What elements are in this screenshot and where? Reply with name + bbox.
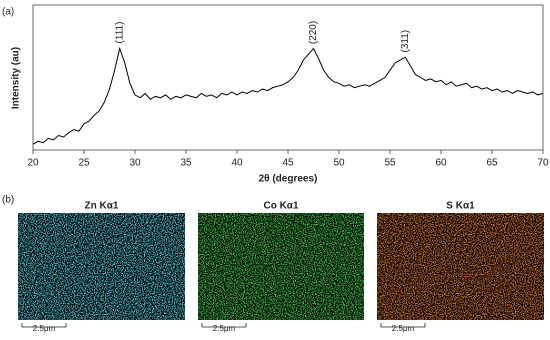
element-map-signal [198,213,364,320]
x-tick-label: 20 [27,158,39,169]
x-tick-label: 65 [486,158,498,169]
x-tick-label: 70 [537,158,549,169]
map-title: Co Kα1 [263,201,298,212]
xrd-line [32,46,544,145]
x-axis-label: 2θ (degrees) [259,174,318,185]
map-title: Zn Kα1 [85,201,119,212]
scale-label: 2.5μm [33,324,56,333]
peak-label: (311) [400,30,411,53]
element-map-signal [377,213,544,320]
x-tick-label: 35 [180,158,192,169]
y-axis-label: Intensity (au) [11,47,22,109]
map-title: S Kα1 [446,201,475,212]
panel-label: (a) [2,7,14,18]
peak-label: (111) [114,22,125,44]
element-map-signal [18,213,185,320]
x-tick-label: 45 [282,158,294,169]
x-tick-label: 40 [231,158,243,169]
scale-bar [380,323,426,328]
x-tick-label: 60 [435,158,447,169]
scale-bar [201,323,247,328]
scale-label: 2.5μm [392,324,415,333]
x-tick-label: 55 [384,158,396,169]
peak-label: (220) [308,21,319,44]
x-tick-label: 25 [78,158,90,169]
plot-frame [32,4,544,151]
x-tick-label: 50 [333,158,345,169]
x-tick-label: 30 [129,158,141,169]
panel-label: (b) [2,195,14,206]
scale-bar [21,323,67,328]
scale-label: 2.5μm [213,324,236,333]
